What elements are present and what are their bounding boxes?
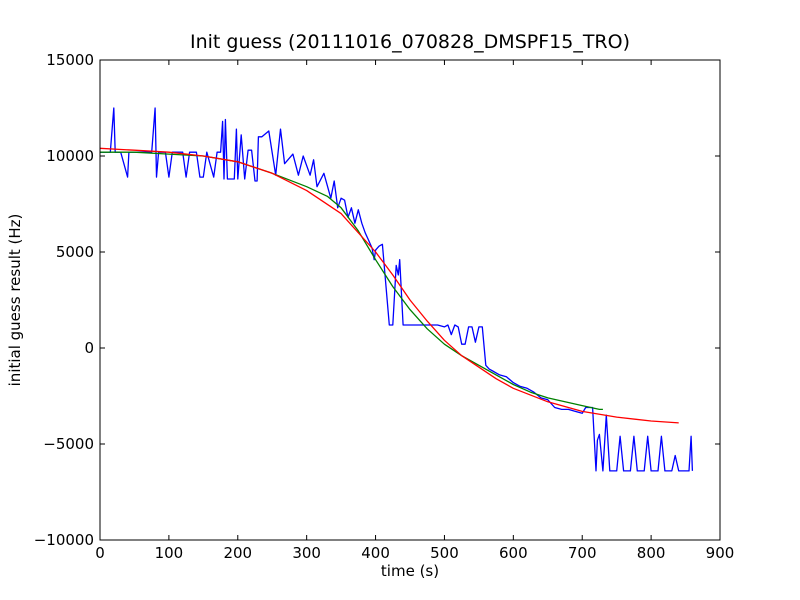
x-tick-label: 800 — [637, 544, 666, 562]
x-tick-label: 900 — [706, 544, 735, 562]
ticks-layer: 0 100 200 300 400 500 600 700 800 900 −10000 −5000 0… — [34, 51, 735, 562]
y-tick-label: −10000 — [34, 531, 94, 549]
x-tick-label: 100 — [155, 544, 184, 562]
x-tick-label: 400 — [361, 544, 390, 562]
y-tick-label: 15000 — [46, 51, 94, 69]
y-tick-label: 0 — [84, 339, 94, 357]
chart-title: Init guess (20111016_070828_DMSPF15_TRO) — [190, 31, 630, 53]
x-tick-label: 600 — [499, 544, 528, 562]
x-tick-label: 300 — [292, 544, 321, 562]
y-tick-label: 5000 — [56, 243, 94, 261]
x-tick-label: 200 — [223, 544, 252, 562]
y-axis-label: initial guess result (Hz) — [6, 214, 24, 387]
x-tick-label: 0 — [95, 544, 105, 562]
series-line-3 — [99, 147, 679, 424]
plot-frame — [99, 59, 721, 541]
x-axis-label: time (s) — [381, 562, 439, 580]
y-tick-label: −5000 — [43, 435, 94, 453]
x-tick-label: 700 — [568, 544, 597, 562]
x-tick-label: 500 — [430, 544, 459, 562]
y-tick-label: 10000 — [46, 147, 94, 165]
series-layer — [99, 107, 694, 472]
